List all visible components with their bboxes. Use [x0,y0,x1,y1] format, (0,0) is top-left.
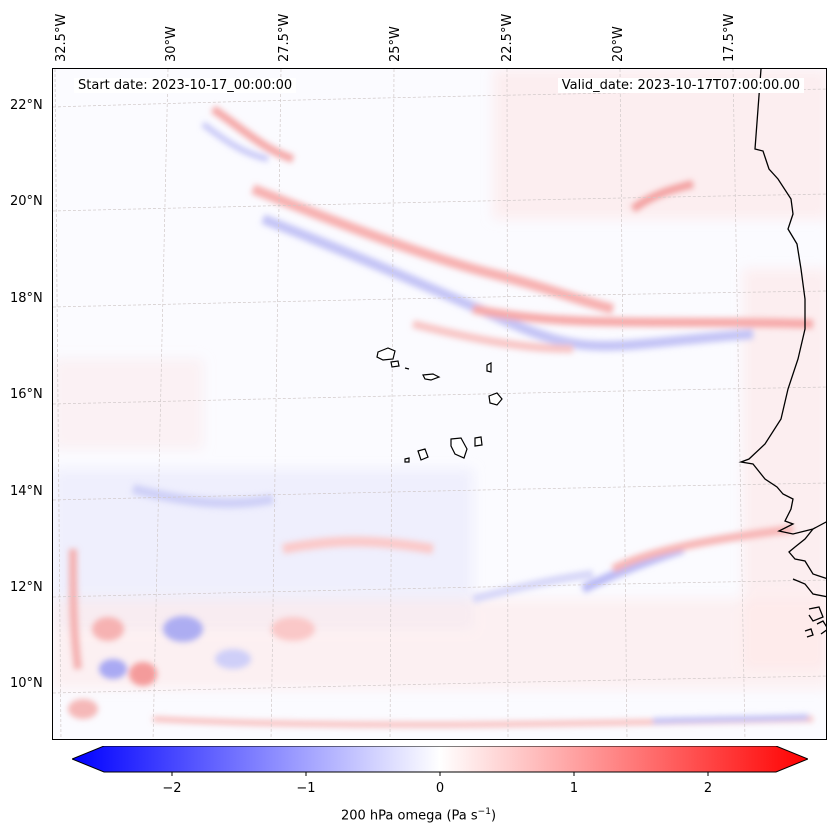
lat-label-12N: 12°N [10,580,43,595]
lat-label-16N: 16°N [10,387,43,402]
start-date-label: Start date: 2023-10-17_00:00:00 [74,78,297,93]
lat-label-18N: 18°N [10,291,43,306]
lat-label-20N: 20°N [10,194,43,209]
omega-bands [69,105,814,728]
lon-label-25W: 25°W [388,26,403,62]
colorbar-tick-neg1: −1 [296,781,316,796]
colorbar-tick-1: 1 [569,781,579,796]
colorbar-label-exponent: −1 [477,807,491,817]
colorbar-tick-neg2: −2 [162,781,182,796]
lon-label-30W: 30°W [164,26,179,62]
lat-label-14N: 14°N [10,484,43,499]
colorbar-label-close: ) [490,808,497,824]
lon-label-22.5W: 22.5°W [500,13,515,62]
map-panel [52,68,827,740]
african-coastline [738,69,826,638]
lon-label-27.5W: 27.5°W [277,13,292,62]
omega-field-map [53,69,826,739]
lat-label-10N: 10°N [10,676,43,691]
colorbar-tick-2: 2 [703,781,713,796]
lon-label-20W: 20°W [611,26,626,62]
omega-background-patches [53,69,826,689]
omega-blobs [68,616,315,719]
lon-label-17.5W: 17.5°W [722,13,737,62]
valid-date-label: Valid_date: 2023-10-17T07:00:00.00 [557,78,804,93]
colorbar-label-main: 200 hPa omega (Pa s [340,808,478,824]
colorbar-tick-0: 0 [435,781,445,796]
colorbar-ticks [171,772,709,776]
graticule [53,69,826,739]
colorbar [72,746,808,776]
colorbar-label: 200 hPa omega (Pa s−1) [0,807,837,823]
cape-verde-islands [376,347,503,463]
colorbar-gradient [72,746,808,773]
lat-label-22N: 22°N [10,98,43,113]
lon-label-32.5W: 32.5°W [54,13,69,62]
